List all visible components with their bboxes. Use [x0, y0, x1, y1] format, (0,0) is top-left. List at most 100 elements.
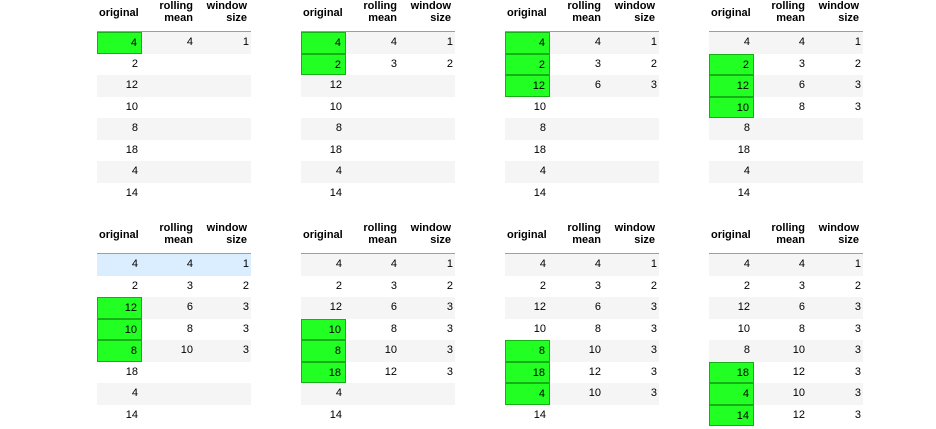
original-cell: 10: [709, 96, 754, 118]
table-row: 10: [301, 97, 455, 119]
window-size-cell: 2: [446, 279, 453, 292]
column-header-rolling-mean: rolling mean: [149, 0, 193, 24]
original-cell: 2: [709, 53, 754, 75]
column-header-rolling-mean: rolling mean: [557, 222, 601, 246]
table-panel: original rolling mean window size 4 4 1 2 3 2 12 6 3 1…: [97, 222, 251, 426]
rolling-mean-cell: [351, 75, 397, 97]
original-cell: 12: [533, 301, 546, 313]
rolling-mean-cell: 3: [594, 279, 601, 292]
table-row: 4 4 1: [301, 32, 455, 54]
original-cell: 8: [505, 340, 550, 362]
window-size-cell: 3: [854, 79, 861, 91]
window-size-cell: 2: [854, 279, 861, 292]
window-size-cell: [605, 161, 657, 183]
window-size-cell: [401, 97, 453, 119]
column-header-original: original: [507, 7, 547, 19]
window-size-cell: 3: [446, 322, 453, 335]
table-row: 14: [505, 405, 659, 427]
column-header-original: original: [303, 7, 343, 19]
rolling-mean-cell: 3: [594, 57, 601, 70]
original-cell: 8: [131, 122, 138, 134]
column-header-window-size: window size: [811, 0, 859, 24]
rolling-mean-cell: [147, 383, 193, 405]
rolling-mean-cell: [147, 97, 193, 119]
table-row: 8 10 3: [301, 340, 455, 362]
table-row: 18: [97, 362, 251, 384]
table-row: 2 3 2: [709, 53, 863, 75]
original-cell: 4: [335, 258, 342, 270]
column-header-window-size: window size: [403, 222, 451, 246]
header-line: window: [410, 222, 451, 234]
original-cell: 4: [131, 387, 138, 399]
header-line: window: [614, 222, 655, 234]
window-size-cell: [401, 140, 453, 162]
table-row: 4: [97, 161, 251, 183]
original-cell: 2: [539, 279, 546, 292]
column-header-window-size: window size: [403, 0, 451, 24]
table-row: 18: [709, 140, 863, 162]
window-size-cell: [401, 75, 453, 97]
header-line: rolling: [567, 222, 601, 234]
original-cell: 14: [329, 408, 342, 421]
header-line: size: [838, 12, 859, 24]
table-header: original rolling mean window size: [301, 222, 455, 254]
window-size-cell: 1: [446, 36, 453, 48]
rolling-mean-cell: 10: [792, 344, 805, 356]
header-line: size: [634, 12, 655, 24]
original-cell: 4: [505, 32, 550, 54]
window-size-cell: 3: [854, 344, 861, 356]
rolling-mean-cell: [147, 140, 193, 162]
table-row: 4 4 1: [97, 32, 251, 54]
original-cell: 10: [329, 100, 342, 113]
original-cell: 12: [505, 75, 550, 97]
original-cell: 18: [125, 365, 138, 378]
header-line: rolling: [567, 0, 601, 12]
table-panel: original rolling mean window size 4 4 1 2 3 2 12 6 3 1…: [709, 222, 863, 426]
table-row: 2 3 2: [709, 276, 863, 298]
table-row: 4 4 1: [97, 254, 251, 276]
original-cell: 18: [329, 143, 342, 156]
table-row: 12 6 3: [709, 75, 863, 97]
table-row: 12: [97, 75, 251, 97]
rolling-mean-cell: 10: [588, 387, 601, 399]
original-cell: 2: [131, 57, 138, 70]
window-size-cell: 3: [650, 301, 657, 313]
table-row: 12 6 3: [709, 297, 863, 319]
window-size-cell: 3: [446, 344, 453, 356]
rolling-mean-cell: 8: [798, 100, 805, 113]
table-row: 14 12 3: [709, 404, 863, 426]
window-size-cell: 1: [446, 258, 453, 270]
rolling-mean-cell: 8: [798, 322, 805, 335]
rolling-mean-cell: 12: [792, 408, 805, 421]
window-size-cell: [809, 183, 861, 205]
table-panel: original rolling mean window size 4 4 1 2 3 2 12 6 3 1…: [709, 0, 863, 204]
rolling-mean-cell: 4: [594, 36, 601, 48]
table-row: 8: [709, 118, 863, 140]
table-header: original rolling mean window size: [709, 222, 863, 254]
window-size-cell: [197, 183, 249, 205]
rolling-mean-cell: [147, 405, 193, 427]
table-row: 12: [301, 75, 455, 97]
table-row: 2 3 2: [97, 276, 251, 298]
original-cell: 14: [125, 186, 138, 199]
original-cell: 8: [335, 122, 342, 134]
window-size-cell: 1: [650, 258, 657, 270]
header-line: window: [818, 222, 859, 234]
rolling-mean-cell: 12: [384, 365, 397, 378]
column-header-original: original: [303, 229, 343, 241]
header-line: size: [226, 12, 247, 24]
window-size-cell: 3: [650, 79, 657, 91]
column-header-window-size: window size: [199, 0, 247, 24]
rolling-mean-cell: [351, 140, 397, 162]
rolling-mean-cell: [351, 97, 397, 119]
rolling-mean-cell: [555, 405, 601, 427]
column-header-original: original: [99, 7, 139, 19]
table-row: 18 12 3: [505, 361, 659, 383]
column-header-window-size: window size: [607, 222, 655, 246]
table-row: 10 8 3: [709, 96, 863, 118]
rolling-mean-cell: [555, 97, 601, 119]
rolling-mean-cell: 4: [186, 36, 193, 48]
table-header: original rolling mean window size: [301, 0, 455, 32]
header-line: size: [430, 234, 451, 246]
original-cell: 4: [97, 32, 142, 54]
